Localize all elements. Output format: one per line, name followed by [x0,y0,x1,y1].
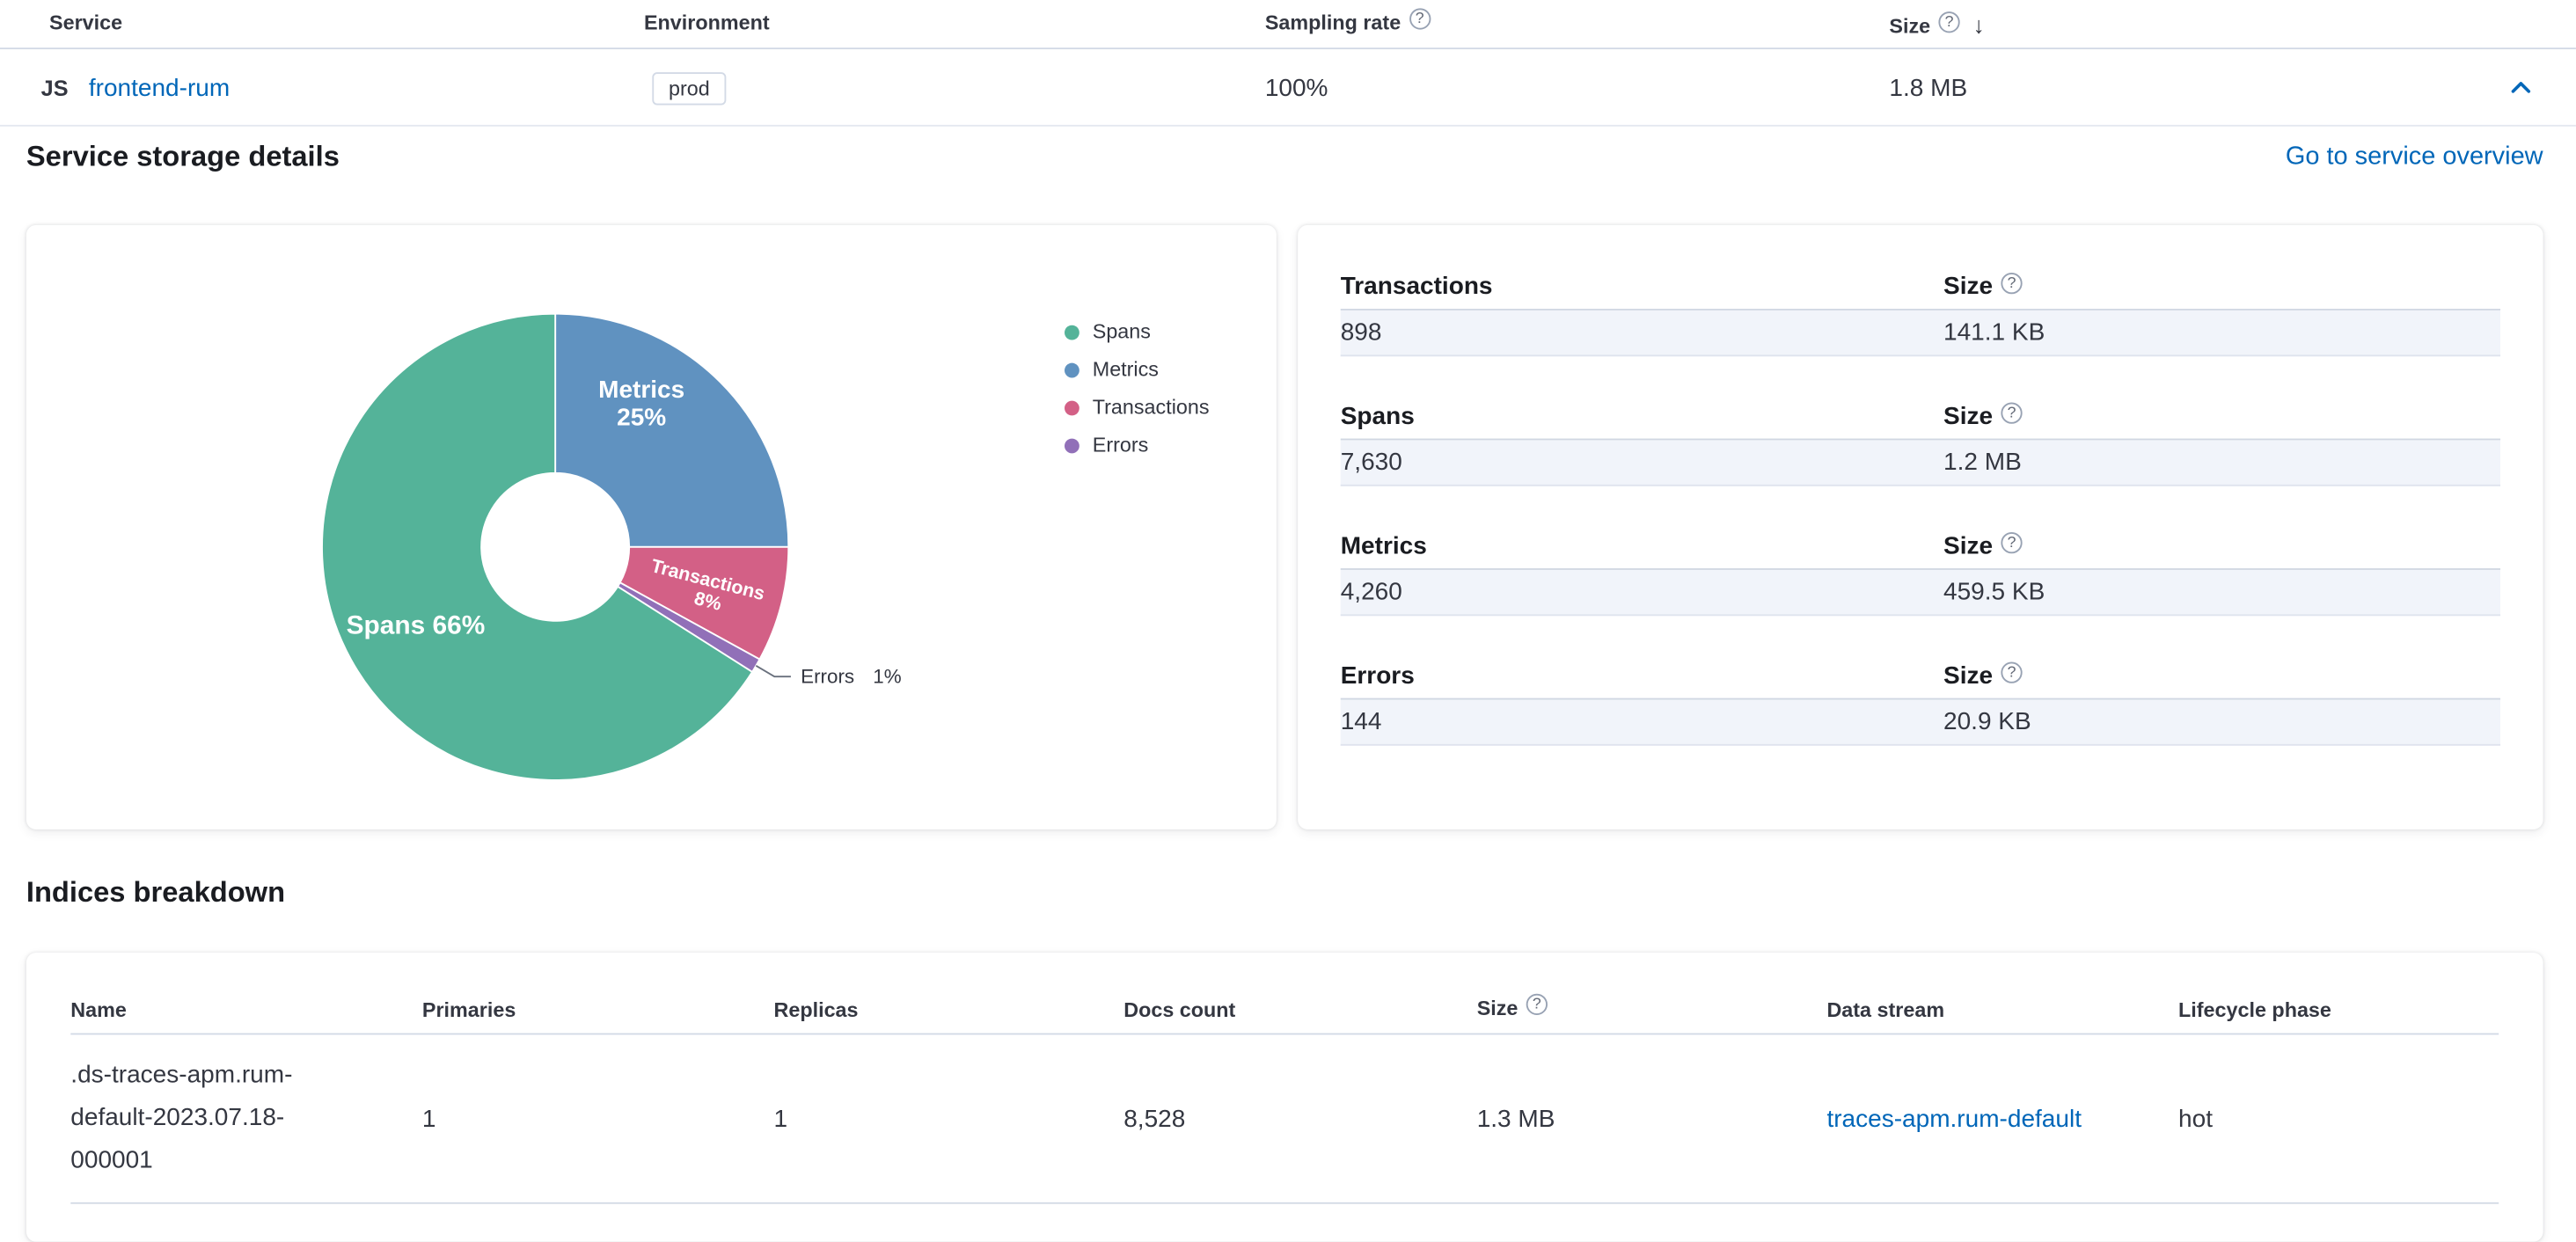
storage-details-title: Service storage details [26,139,340,173]
size-value: 1.8 MB [1889,74,1968,102]
idx-col-data-stream: Data stream [1826,997,1945,1021]
donut-label: Errors [801,666,854,688]
stat-group-metrics: Metrics Size? 4,260 459.5 KB [1340,524,2501,617]
sampling-rate-value: 100% [1264,74,1328,102]
stat-group-transactions: Transactions Size? 898 141.1 KB [1340,265,2501,357]
sort-descending-icon: ↓ [1972,11,1985,38]
service-overview-link[interactable]: Go to service overview [2285,142,2543,171]
storage-chart-panel: Metrics 25% Transactions 8% Errors 1% Spans 66… [26,224,1277,829]
column-label: Size [1889,14,1931,38]
column-header-environment[interactable]: Environment [643,11,770,35]
index-size: 1.3 MB [1476,1104,1555,1133]
index-table-row: .ds-traces-apm.rum-default-2023.07.18-00… [70,1034,2499,1204]
legend-label: Spans [1092,320,1151,344]
idx-col-docs-count: Docs count [1123,997,1236,1021]
stat-title: Transactions [1340,272,1493,301]
legend-dot [1065,362,1079,377]
stat-count-value: 144 [1340,707,1382,736]
donut-label: 25% [617,404,666,431]
idx-col-size: Size? [1477,993,1827,1021]
stat-title: Spans [1340,402,1415,431]
index-name: .ds-traces-apm.rum-default-2023.07.18-00… [70,1061,293,1175]
storage-stats-panel: Transactions Size? 898 141.1 KB Spans Size?… [1298,224,2543,829]
column-header-size[interactable]: Size? ↓ [1889,11,1985,40]
index-replicas: 1 [773,1104,788,1133]
service-name-link[interactable]: frontend-rum [88,74,231,102]
legend-item-spans[interactable]: Spans [1065,318,1209,345]
stat-size-value: 141.1 KB [1943,318,2045,347]
stat-title: Errors [1340,661,1415,690]
donut-slice-spans [321,312,754,781]
indices-table-header: Name Primaries Replicas Docs count Size?… [70,985,2499,1035]
column-header-sampling-rate[interactable]: Sampling rate? [1264,8,1431,36]
index-lifecycle-phase: hot [2178,1104,2213,1133]
stat-size-header: Size? [1943,532,2500,560]
stat-size-value: 20.9 KB [1943,707,2031,736]
help-icon[interactable]: ? [2001,661,2023,683]
donut-label: Metrics [598,376,684,403]
stat-count-value: 898 [1340,318,1382,347]
legend-item-transactions[interactable]: Transactions [1065,394,1210,420]
stat-size-header: Size? [1943,272,2500,301]
stat-size-header: Size? [1943,661,2500,690]
index-docs-count: 8,528 [1123,1104,1186,1133]
stat-size-value: 459.5 KB [1943,578,2045,607]
help-icon[interactable]: ? [2001,272,2023,295]
stat-title: Metrics [1340,532,1427,560]
idx-col-replicas: Replicas [773,997,859,1021]
column-header-service[interactable]: Service [49,11,123,35]
stat-group-spans: Spans Size? 7,630 1.2 MB [1340,394,2501,486]
legend-label: Transactions [1092,396,1210,420]
donut-label: 1% [873,666,901,688]
donut-slice-metrics [554,312,790,548]
idx-col-primaries: Primaries [421,997,516,1021]
chart-legend: Spans Metrics Transactions Errors [1065,318,1210,458]
stat-count-value: 7,630 [1340,448,1402,477]
help-icon[interactable]: ? [1938,11,1960,33]
storage-explorer-page: Service Environment Sampling rate? Size?… [0,0,2576,1204]
donut-callout-line [755,665,791,678]
js-agent-icon: JS [40,75,69,100]
help-icon[interactable]: ? [1409,8,1431,30]
help-icon[interactable]: ? [2001,402,2023,424]
stat-size-header: Size? [1943,402,2500,430]
data-stream-link[interactable]: traces-apm.rum-default [1826,1104,2082,1133]
legend-dot [1065,399,1079,415]
environment-badge: prod [652,71,727,105]
legend-dot [1065,324,1079,340]
stat-count-value: 4,260 [1340,578,1402,607]
idx-col-lifecycle: Lifecycle phase [2178,997,2331,1021]
legend-label: Metrics [1092,358,1159,382]
help-icon[interactable]: ? [1526,993,1548,1015]
storage-details-header: Service storage details Go to service ov… [26,140,2543,174]
service-row: JS frontend-rum prod 100% 1.8 MB [0,51,2576,127]
stat-group-errors: Errors Size? 144 20.9 KB [1340,654,2501,746]
help-icon[interactable]: ? [2001,532,2023,554]
idx-col-name: Name [70,997,127,1021]
index-primaries: 1 [421,1104,436,1133]
indices-panel: Name Primaries Replicas Docs count Size?… [26,953,2543,1242]
collapse-row-button[interactable] [2500,68,2540,107]
services-table-header: Service Environment Sampling rate? Size?… [0,0,2576,50]
chevron-up-icon [2510,82,2530,93]
stat-size-value: 1.2 MB [1943,448,2022,477]
column-label: Sampling rate [1264,11,1401,35]
legend-label: Errors [1092,433,1149,457]
legend-item-metrics[interactable]: Metrics [1065,356,1209,383]
legend-item-errors[interactable]: Errors [1065,432,1209,458]
legend-dot [1065,437,1079,453]
indices-breakdown-title: Indices breakdown [26,875,286,909]
donut-label: Spans 66% [347,610,486,639]
